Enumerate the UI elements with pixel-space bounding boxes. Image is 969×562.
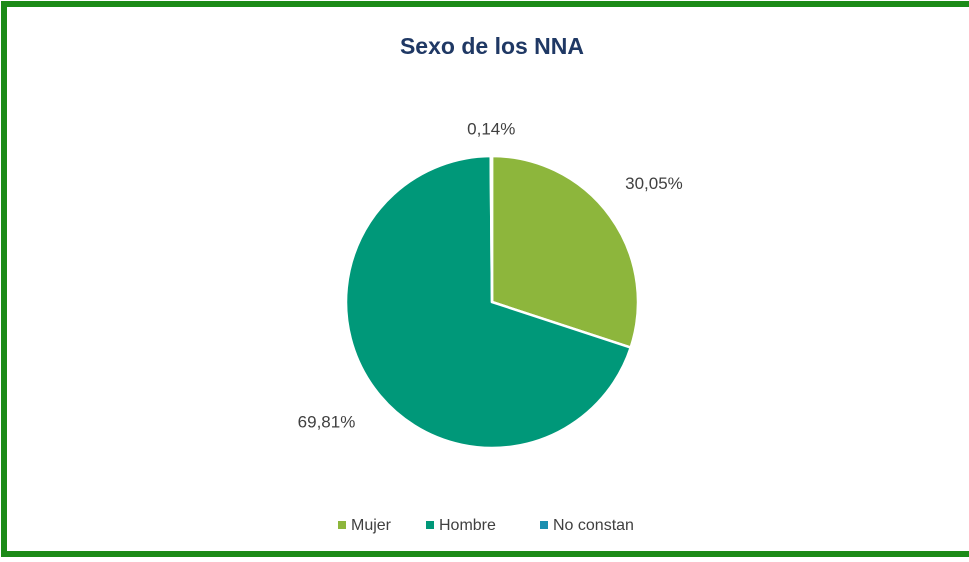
data-label: 0,14% bbox=[467, 119, 515, 138]
legend-swatch bbox=[338, 521, 346, 529]
data-label: 30,05% bbox=[625, 174, 683, 193]
pie-slice bbox=[344, 154, 633, 450]
pie-slice bbox=[490, 154, 640, 350]
chart-title: Sexo de los NNA bbox=[400, 33, 584, 59]
legend-label: Hombre bbox=[439, 517, 496, 534]
pie-slice bbox=[489, 154, 494, 303]
data-label: 69,81% bbox=[298, 412, 356, 431]
legend-label: No constan bbox=[553, 517, 634, 534]
legend-swatch bbox=[540, 521, 548, 529]
legend-swatch bbox=[426, 521, 434, 529]
legend-label: Mujer bbox=[351, 517, 392, 534]
